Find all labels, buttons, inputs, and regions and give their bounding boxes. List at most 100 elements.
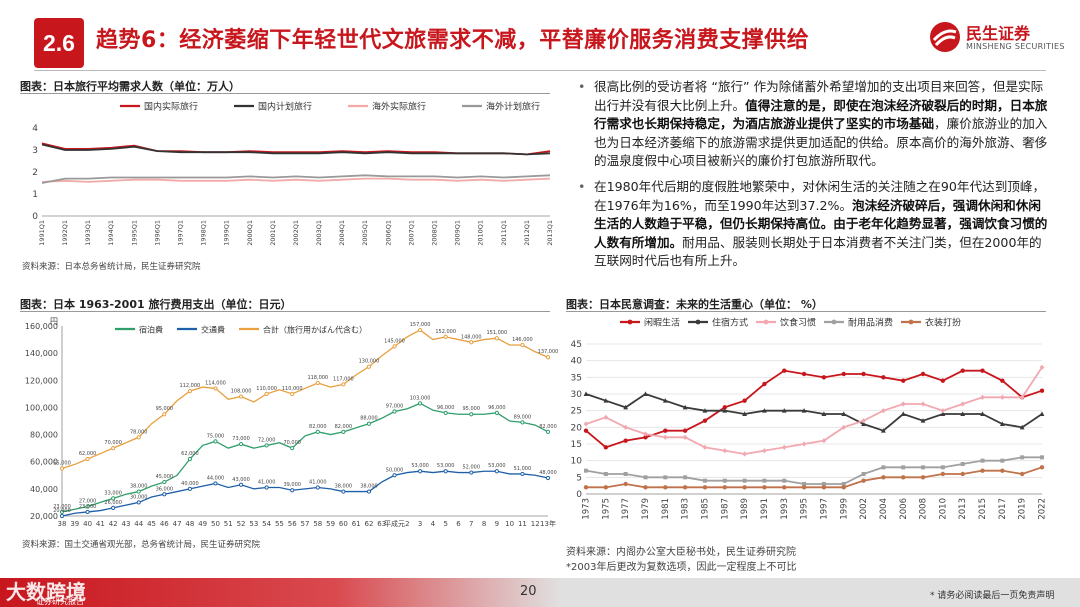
data-label: 137,000 — [538, 349, 559, 355]
data-label: 118,000 — [307, 375, 328, 381]
data-point — [341, 489, 346, 494]
data-label: 95,000 — [463, 406, 481, 412]
data-point — [643, 431, 648, 437]
legend-label-4: 耐用品消费 — [848, 317, 893, 329]
data-point — [187, 456, 192, 462]
chart3-life-priority: 0 5 10 15 20 25 30 35 40 45 1973 1975 1977 1979 1981 19… — [571, 317, 1048, 520]
data-point — [980, 368, 985, 373]
data-point — [742, 485, 747, 490]
data-point — [1000, 468, 1005, 473]
data-label: 72,000 — [258, 437, 276, 443]
legend-label-3: 饮食习惯 — [780, 317, 816, 329]
x-tick-label: 1985 — [701, 498, 711, 520]
data-point — [940, 411, 946, 416]
y-tick-label: 0 — [32, 212, 38, 222]
x-tick-label: 5 — [443, 520, 447, 528]
watermark-text: 大数跨境 — [6, 580, 86, 604]
x-tick-label: 12 — [531, 520, 540, 528]
legend-label-3: 合計（旅行用かばん代含む） — [263, 325, 367, 335]
data-label: 23,000 — [53, 504, 71, 510]
x-tick-label: 1973 — [582, 498, 592, 520]
data-point — [623, 424, 629, 430]
data-label: 114,000 — [205, 380, 226, 386]
x-tick-label: 56 — [288, 520, 297, 528]
data-point — [583, 485, 589, 490]
x-tick-label: 1983 — [681, 498, 691, 520]
data-point — [940, 378, 946, 383]
data-point — [1039, 388, 1045, 393]
data-point — [111, 496, 116, 501]
data-point — [960, 401, 966, 407]
x-tick-label: 1992Q1 — [61, 220, 69, 246]
data-label: 82,000 — [539, 424, 557, 430]
data-point — [762, 408, 767, 413]
x-tick-label: 61 — [352, 520, 361, 528]
series-line-1 — [61, 402, 549, 513]
data-point — [901, 465, 906, 470]
data-point — [545, 429, 551, 434]
data-point — [213, 481, 218, 486]
data-label: 44,000 — [207, 475, 225, 481]
data-point — [722, 408, 728, 413]
data-point — [603, 398, 609, 403]
data-point — [238, 441, 244, 447]
data-point — [583, 421, 589, 427]
data-label: 41,000 — [309, 480, 327, 486]
data-point — [643, 391, 648, 396]
x-tick-label: 39 — [70, 520, 79, 528]
data-point — [762, 485, 767, 490]
data-point — [702, 418, 708, 423]
data-point — [702, 485, 708, 490]
data-point — [920, 371, 926, 377]
data-point — [583, 391, 589, 396]
x-tick-label: 2008 — [919, 498, 929, 520]
data-point — [683, 475, 688, 480]
data-point — [1019, 424, 1025, 430]
x-tick-label: 2003Q1 — [315, 220, 323, 246]
data-point — [841, 411, 847, 416]
x-tick-label: 11 — [518, 520, 527, 528]
data-point — [722, 485, 727, 490]
x-tick-label: 2005Q1 — [361, 220, 369, 246]
data-point — [443, 410, 448, 415]
data-point — [980, 411, 985, 416]
data-point — [801, 441, 807, 447]
data-point — [59, 466, 65, 471]
data-point — [999, 394, 1005, 400]
x-tick-label: 54 — [262, 520, 271, 528]
data-point — [213, 439, 218, 444]
data-point — [980, 468, 985, 473]
series-line-2 — [41, 143, 551, 156]
data-label: 40,000 — [181, 481, 199, 487]
data-label: 36,000 — [156, 486, 174, 492]
data-point — [341, 382, 346, 387]
data-point — [315, 485, 320, 490]
chart3-caption-divider — [566, 311, 1046, 312]
data-point — [264, 485, 269, 490]
data-label: 51,000 — [514, 466, 532, 472]
data-point — [682, 404, 688, 410]
legend-marker-5 — [908, 319, 914, 325]
y-tick-label: 1 — [32, 190, 38, 200]
data-label: 62,000 — [181, 451, 199, 457]
series-line-3 — [41, 177, 551, 183]
legend-label-1: 国内实际旅行 — [144, 101, 198, 113]
x-tick-label: 4 — [431, 520, 436, 528]
data-point — [392, 409, 397, 414]
data-point — [801, 485, 807, 490]
data-point — [623, 404, 629, 410]
x-tick-label: 52 — [237, 520, 246, 528]
x-tick-label: 1975 — [601, 498, 611, 520]
x-tick-label: 1989 — [740, 498, 750, 520]
data-point — [469, 470, 474, 475]
legend-marker-1 — [627, 319, 633, 325]
section-badge: 2.6 — [34, 18, 84, 68]
x-tick-label: 42 — [109, 520, 118, 528]
chart1-caption: 图表：日本旅行平均需求人数（单位：万人） — [20, 80, 240, 93]
y-tick-label: 80,000 — [30, 431, 58, 440]
x-tick-label: 53 — [249, 520, 258, 528]
x-tick-label: 1998Q1 — [200, 220, 208, 246]
x-tick-label: 2019 — [1018, 498, 1028, 520]
data-point — [85, 504, 90, 509]
y-tick-label: 40 — [571, 357, 583, 367]
